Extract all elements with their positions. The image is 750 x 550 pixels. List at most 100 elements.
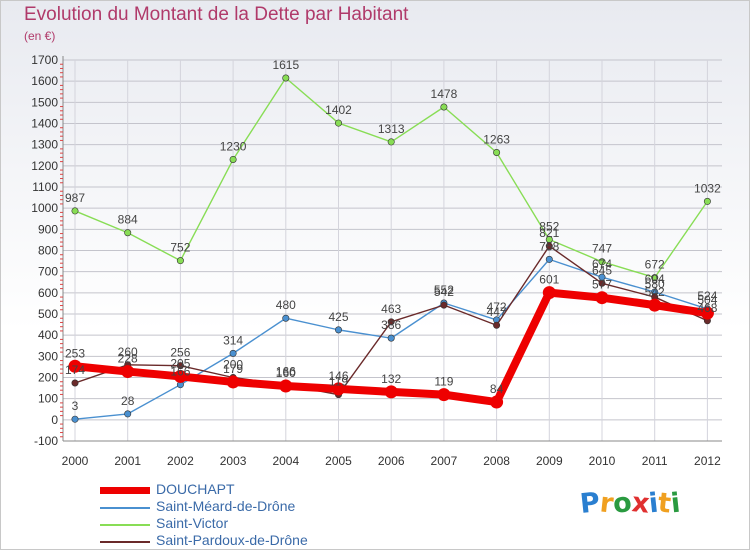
data-label: 1263 [483, 132, 510, 146]
series-point-2 [387, 138, 395, 146]
data-label: 552 [434, 283, 454, 297]
y-tick-label: 400 [38, 328, 58, 342]
data-label: 463 [381, 302, 401, 316]
data-label: 604 [645, 272, 665, 286]
data-label: 200 [223, 358, 243, 372]
y-tick-label: 1300 [31, 138, 58, 152]
series-point-0 [700, 306, 714, 320]
data-label: 504 [697, 293, 717, 307]
series-point-2 [440, 103, 448, 111]
data-label: 852 [539, 219, 559, 233]
series-point-0 [648, 298, 662, 312]
data-label: 84 [490, 382, 504, 396]
series-point-3 [176, 362, 184, 370]
x-tick-label: 2008 [483, 454, 510, 468]
data-label: 580 [645, 277, 665, 291]
data-label: 821 [539, 226, 559, 240]
y-tick-label: 800 [38, 244, 58, 258]
data-label: 256 [170, 346, 190, 360]
y-tick-label: 1200 [31, 159, 58, 173]
data-label: 884 [118, 213, 138, 227]
series-point-2 [229, 155, 237, 163]
series-point-0 [121, 365, 135, 379]
data-label: 205 [170, 356, 190, 370]
data-label: 160 [276, 366, 296, 380]
data-label: 472 [487, 300, 507, 314]
x-tick-label: 2011 [642, 454, 668, 468]
data-label: 645 [592, 263, 612, 277]
series-point-2 [124, 229, 132, 237]
y-tick-label: 500 [38, 307, 58, 321]
series-point-3 [71, 379, 79, 387]
y-tick-label: 1400 [31, 117, 58, 131]
y-tick-label: 100 [38, 392, 58, 406]
series-point-2 [176, 257, 184, 265]
data-label: 1615 [272, 58, 299, 72]
data-label: 987 [65, 191, 85, 205]
data-label: 601 [539, 273, 559, 287]
series-point-2 [651, 274, 659, 282]
data-label: 119 [434, 375, 453, 389]
series-point-1 [282, 314, 290, 322]
series-point-1 [545, 255, 553, 263]
data-label: 119 [329, 375, 348, 389]
data-label: 468 [697, 301, 717, 315]
series-point-0 [384, 385, 398, 399]
series-point-2 [71, 207, 79, 215]
series-point-0 [68, 359, 82, 373]
x-tick-label: 2009 [536, 454, 563, 468]
data-label: 542 [645, 285, 665, 299]
series-point-1 [334, 326, 342, 334]
data-label: 425 [328, 310, 348, 324]
series-point-0 [490, 395, 504, 409]
legend-label: DOUCHAPT [156, 481, 235, 497]
y-tick-label: 900 [38, 222, 58, 236]
legend-label: Saint-Pardoux-de-Drône [156, 532, 308, 548]
data-label: 260 [118, 345, 138, 359]
data-label: 253 [65, 346, 85, 360]
legend-swatch [100, 507, 150, 509]
series-point-2 [282, 74, 290, 82]
y-tick-label: 1000 [31, 201, 58, 215]
data-label: 386 [381, 318, 401, 332]
series-point-2 [598, 258, 606, 266]
x-tick-label: 2004 [272, 454, 299, 468]
data-label: 166 [170, 365, 190, 379]
data-label: 146 [328, 369, 348, 383]
series-point-3 [440, 301, 448, 309]
series-point-0 [279, 379, 293, 393]
data-label: 1032 [694, 181, 721, 195]
data-label: 758 [539, 239, 559, 253]
data-label: 3 [72, 399, 79, 413]
data-label: 747 [592, 242, 612, 256]
x-tick-label: 2001 [114, 454, 141, 468]
y-tick-label: 0 [51, 413, 58, 427]
x-tick-label: 2012 [694, 454, 721, 468]
series-point-0 [226, 375, 240, 389]
data-label: 672 [645, 258, 665, 272]
x-tick-label: 2005 [325, 454, 352, 468]
series-point-2 [493, 148, 501, 156]
chart-title: Evolution du Montant de la Dette par Hab… [24, 4, 409, 25]
y-tick-label: 600 [38, 286, 58, 300]
x-tick-label: 2003 [220, 454, 247, 468]
legend-swatch [100, 524, 150, 526]
series-point-1 [71, 415, 79, 423]
data-label: 179 [223, 362, 243, 376]
x-tick-label: 2000 [62, 454, 89, 468]
series-point-0 [332, 382, 345, 396]
series-point-3 [387, 318, 395, 326]
data-label: 577 [592, 278, 612, 292]
legend-label: Saint-Méard-de-Drône [156, 498, 296, 514]
series-point-0 [542, 286, 556, 300]
y-tick-label: 1600 [31, 74, 58, 88]
series-point-0 [595, 291, 609, 305]
legend-label: Saint-Victor [156, 515, 229, 531]
legend-swatch [100, 541, 150, 543]
legend-swatch [100, 487, 150, 494]
series-point-3 [598, 279, 606, 287]
data-label: 674 [592, 257, 612, 271]
y-tick-label: 700 [38, 265, 58, 279]
